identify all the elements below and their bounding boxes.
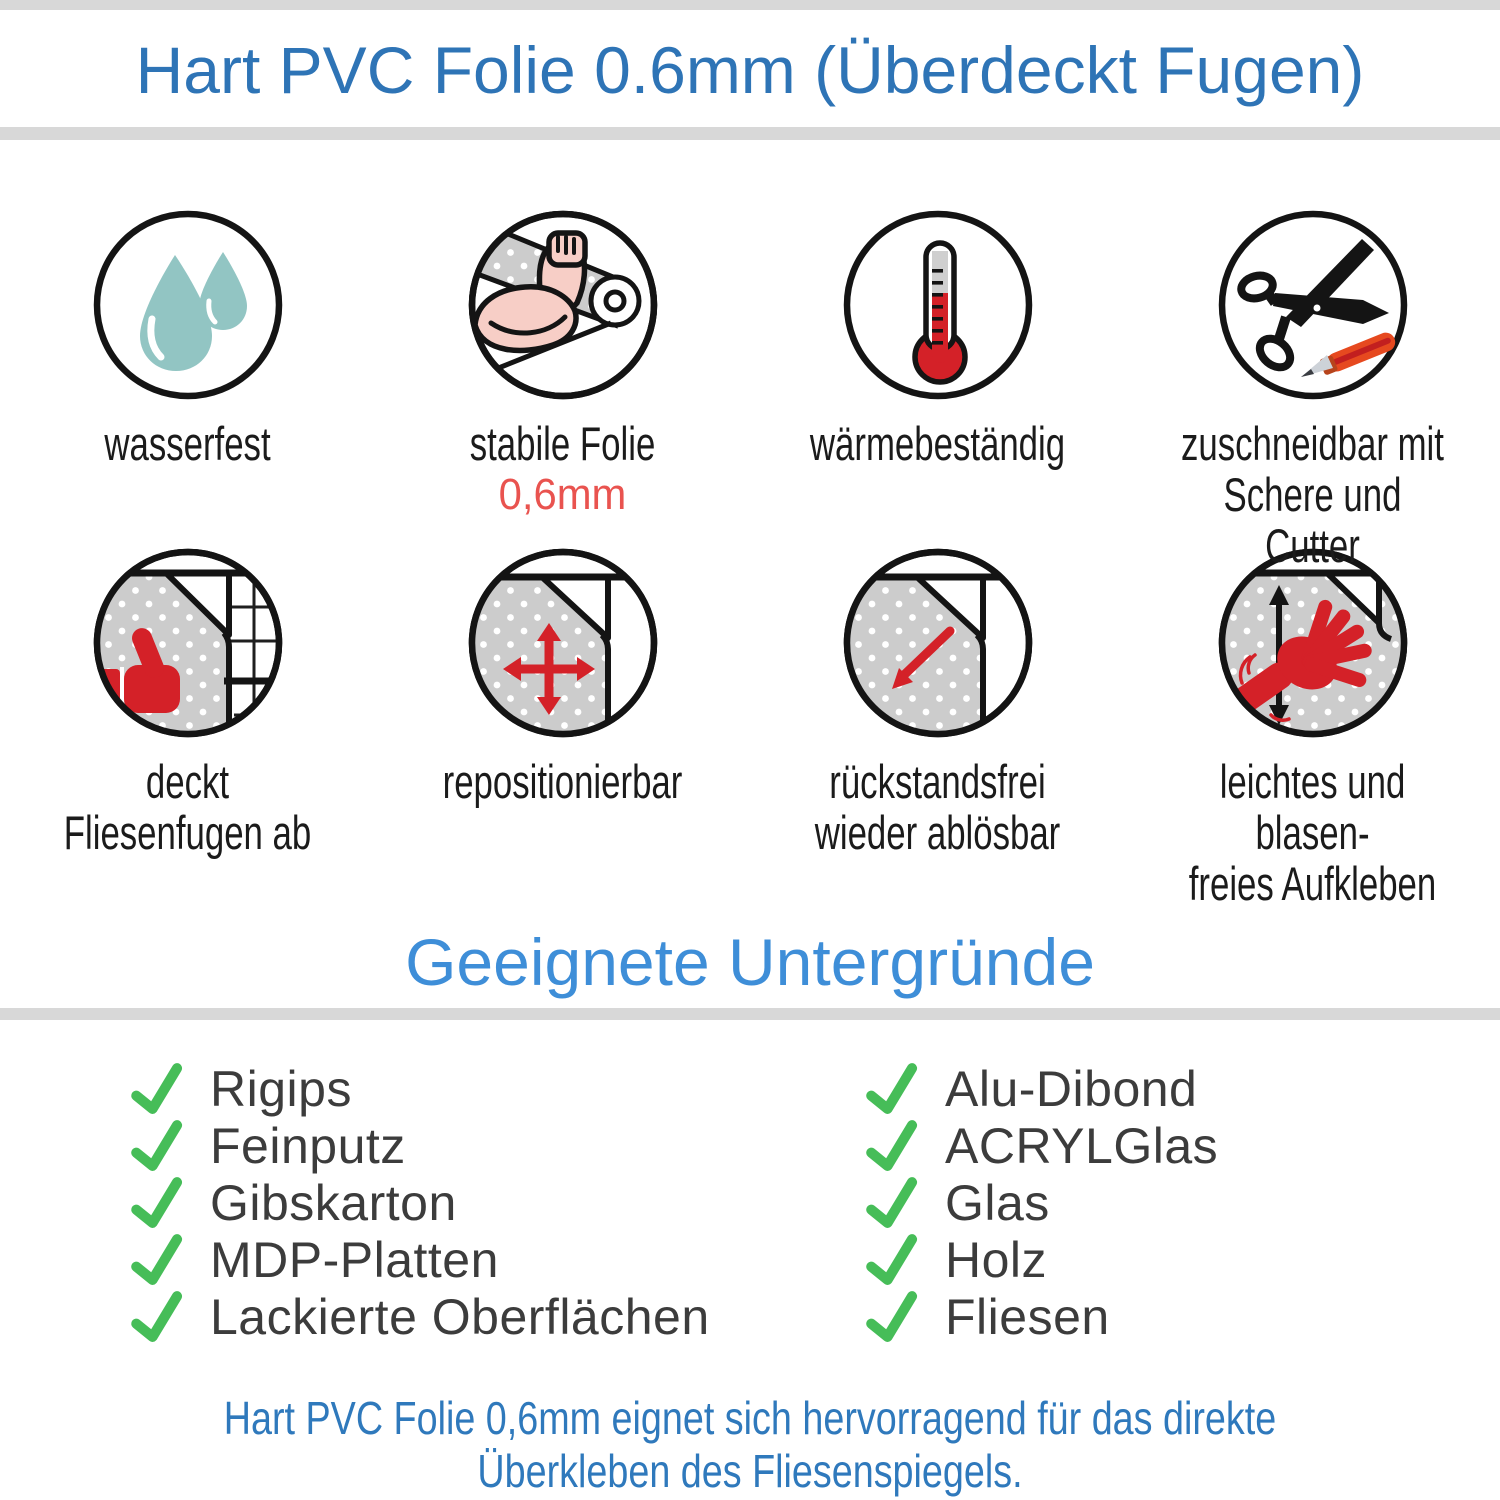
feature-label: zuschneidbar mit Schere und Cutter bbox=[1181, 417, 1444, 572]
checkmark-icon bbox=[866, 1120, 918, 1171]
substrate-label: Rigips bbox=[210, 1061, 352, 1117]
feature-blasenfrei: leichtes und blasen- freies Aufkleben bbox=[1125, 543, 1500, 909]
feature-waermebestaendig: wärmebeständig bbox=[750, 205, 1125, 543]
substrate-label: Feinputz bbox=[210, 1118, 406, 1174]
checkmark-icon bbox=[866, 1177, 918, 1228]
checkmark-icon bbox=[866, 1291, 918, 1342]
feature-label: stabile Folie bbox=[469, 417, 656, 470]
substrate-column-left: Rigips Feinputz Gibskarton MDP-Platten L… bbox=[128, 1061, 738, 1348]
feature-label: wärmebeständig bbox=[809, 417, 1066, 470]
list-item: Fliesen bbox=[863, 1289, 1218, 1345]
feature-label: leichtes und blasen- freies Aufkleben bbox=[1188, 755, 1437, 910]
hand-smoothing-icon bbox=[1218, 548, 1407, 738]
feature-fliesenfugen: deckt Fliesenfugen ab bbox=[0, 543, 375, 909]
feature-rueckstandsfrei: rückstandsfrei wieder ablösbar bbox=[750, 543, 1125, 909]
substrate-label: Glas bbox=[945, 1175, 1050, 1231]
checkmark-icon bbox=[131, 1177, 183, 1228]
feature-label: repositionierbar bbox=[442, 755, 683, 808]
checkmark-icon bbox=[866, 1063, 918, 1114]
divider-bar-section bbox=[0, 1008, 1500, 1020]
page-title: Hart PVC Folie 0.6mm (Überdeckt Fugen) bbox=[135, 33, 1365, 107]
footer-note: Hart PVC Folie 0,6mm eignet sich hervorr… bbox=[0, 1392, 1500, 1498]
feature-label: deckt Fliesenfugen ab bbox=[63, 755, 312, 859]
water-drops-icon bbox=[93, 210, 282, 400]
substrate-label: MDP-Platten bbox=[210, 1232, 499, 1288]
feature-label: wasserfest bbox=[104, 417, 271, 470]
peel-off-icon bbox=[843, 548, 1032, 738]
checkmark-icon bbox=[131, 1063, 183, 1114]
feature-label: rückstandsfrei wieder ablösbar bbox=[814, 755, 1061, 859]
substrate-label: Lackierte Oberflächen bbox=[210, 1289, 710, 1345]
checkmark-icon bbox=[131, 1291, 183, 1342]
substrate-label: Gibskarton bbox=[210, 1175, 457, 1231]
substrate-column-right: Alu-Dibond ACRYLGlas Glas Holz Fliesen bbox=[863, 1061, 1219, 1348]
feature-stabile-folie: stabile Folie 0,6mm bbox=[375, 205, 750, 543]
checkmark-icon bbox=[866, 1234, 918, 1285]
list-item: Rigips bbox=[128, 1061, 738, 1117]
divider-bar-header bbox=[0, 127, 1500, 140]
substrate-label: ACRYLGlas bbox=[945, 1118, 1219, 1174]
feature-zuschneidbar: zuschneidbar mit Schere und Cutter bbox=[1125, 205, 1500, 571]
feature-wasserfest: wasserfest bbox=[0, 205, 375, 543]
list-item: Lackierte Oberflächen bbox=[128, 1289, 738, 1345]
footer-line-2: Überkleben des Fliesenspiegels. bbox=[477, 1445, 1023, 1497]
checkmark-icon bbox=[131, 1120, 183, 1171]
substrate-lists: Rigips Feinputz Gibskarton MDP-Platten L… bbox=[0, 1061, 1500, 1348]
footer-line-1: Hart PVC Folie 0,6mm eignet sich hervorr… bbox=[223, 1392, 1277, 1444]
list-item: MDP-Platten bbox=[128, 1232, 738, 1288]
section-title: Geeignete Untergründe bbox=[405, 925, 1095, 999]
feature-thickness-label: 0,6mm bbox=[498, 470, 627, 519]
feature-grid: wasserfest stabile F bbox=[0, 205, 1500, 909]
list-item: Gibskarton bbox=[128, 1175, 738, 1231]
substrate-label: Fliesen bbox=[945, 1289, 1110, 1345]
muscle-arm-foil-icon bbox=[468, 210, 657, 400]
list-item: Holz bbox=[863, 1232, 1218, 1288]
move-arrows-icon bbox=[468, 548, 657, 738]
scissors-cutter-icon bbox=[1218, 210, 1407, 400]
divider-bar-top bbox=[0, 0, 1500, 10]
substrate-label: Alu-Dibond bbox=[945, 1061, 1198, 1117]
list-item: Glas bbox=[863, 1175, 1218, 1231]
list-item: Alu-Dibond bbox=[863, 1061, 1218, 1117]
substrate-label: Holz bbox=[945, 1232, 1048, 1288]
list-item: Feinputz bbox=[128, 1118, 738, 1174]
feature-repositionierbar: repositionierbar bbox=[375, 543, 750, 909]
list-item: ACRYLGlas bbox=[863, 1118, 1219, 1174]
thermometer-icon bbox=[843, 210, 1032, 400]
thumbs-up-tiles-icon bbox=[93, 548, 282, 738]
checkmark-icon bbox=[131, 1234, 183, 1285]
